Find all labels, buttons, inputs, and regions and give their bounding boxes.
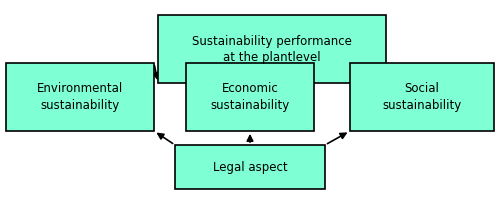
Bar bbox=[158, 15, 386, 83]
Text: Legal aspect: Legal aspect bbox=[212, 161, 288, 173]
Text: Social
sustainability: Social sustainability bbox=[382, 82, 462, 112]
Bar bbox=[6, 63, 154, 131]
Bar bbox=[186, 63, 314, 131]
Text: Sustainability performance
at the plantlevel: Sustainability performance at the plantl… bbox=[192, 34, 352, 63]
Text: Economic
sustainability: Economic sustainability bbox=[210, 82, 290, 112]
Text: Environmental
sustainability: Environmental sustainability bbox=[37, 82, 123, 112]
Bar bbox=[175, 145, 325, 189]
Bar bbox=[350, 63, 494, 131]
